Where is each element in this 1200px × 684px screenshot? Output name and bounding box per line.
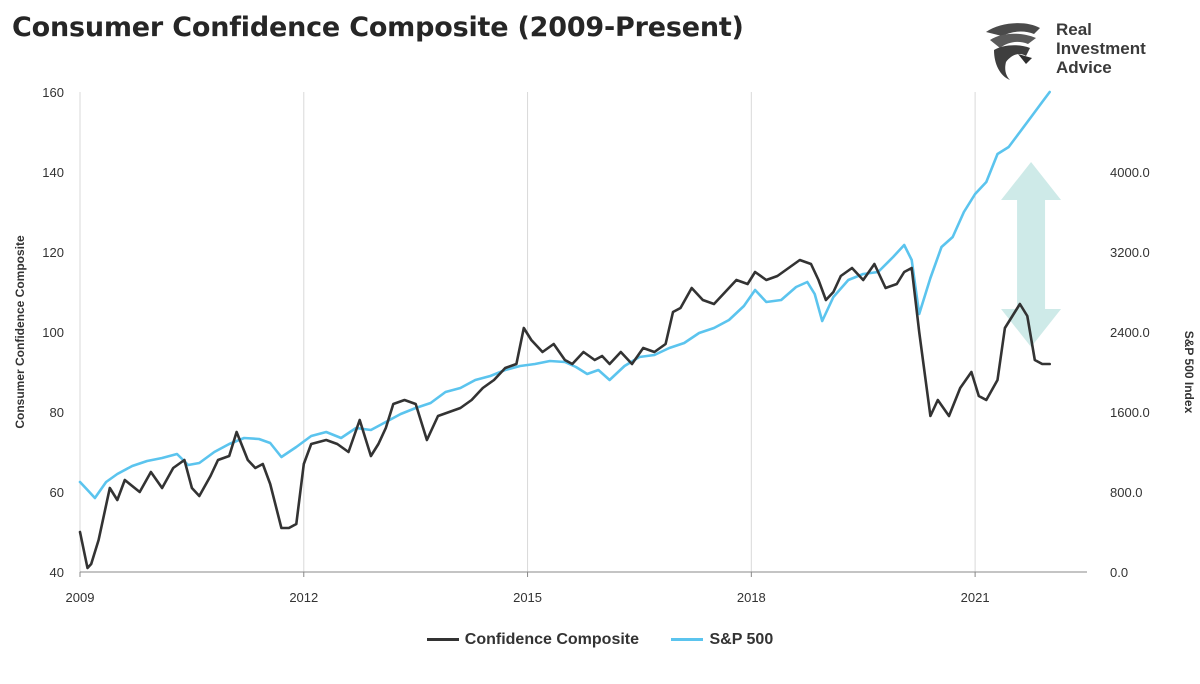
divergence-arrow xyxy=(1001,162,1062,347)
eagle-head-icon xyxy=(986,23,1040,80)
legend-item-sp500: S&P 500 xyxy=(671,631,773,649)
logo-line-1: Real xyxy=(1056,20,1092,39)
axes: 2009 2012 2015 2018 20214060801001201401600.… xyxy=(13,85,1196,605)
series-line-confidence xyxy=(78,258,1051,570)
y2-tick-label-2: 1600.0 xyxy=(1110,405,1150,420)
legend-swatch-confidence xyxy=(426,638,459,641)
series-lines xyxy=(78,90,1051,570)
legend-label-sp500: S&P 500 xyxy=(709,630,774,648)
legend-item-confidence: Confidence Composite xyxy=(426,630,640,649)
y-tick-label-1: 60 xyxy=(50,485,64,500)
legend-label-confidence: Confidence Composite xyxy=(464,630,640,648)
series-line-sp500 xyxy=(78,90,1051,500)
legend: Confidence Composite S&P 500 xyxy=(0,628,1200,649)
y-tick-label-6: 160 xyxy=(42,85,64,100)
x-tick-label-4: 2021 xyxy=(961,590,990,605)
logo-line-3: Advice xyxy=(1056,58,1112,77)
chart-title: Consumer Confidence Composite (2009-Pres… xyxy=(12,12,744,43)
logo: Real Investment Advice xyxy=(982,18,1182,82)
x-tick-label-1: 2012 xyxy=(289,590,318,605)
y-tick-label-2: 80 xyxy=(50,405,64,420)
divergence-arrow-shape xyxy=(1001,162,1062,347)
y-tick-label-5: 140 xyxy=(42,165,64,180)
y2-tick-label-5: 4000.0 xyxy=(1110,165,1150,180)
y-tick-label-4: 120 xyxy=(42,245,64,260)
x-tick-label-3: 2018 xyxy=(737,590,766,605)
y2-tick-label-0: 0.0 xyxy=(1110,565,1128,580)
logo-text: Real Investment Advice xyxy=(1056,20,1146,77)
x-tick-label-0: 2009 xyxy=(66,590,95,605)
y2-tick-label-1: 800.0 xyxy=(1110,485,1143,500)
y2-tick-label-4: 3200.0 xyxy=(1110,245,1150,260)
legend-swatch-sp500 xyxy=(671,638,704,641)
y-tick-label-3: 100 xyxy=(42,325,64,340)
y-axis-title: Consumer Confidence Composite xyxy=(13,235,27,429)
gridlines xyxy=(79,92,976,572)
y2-axis-title: S&P 500 Index xyxy=(1182,331,1196,414)
logo-line-2: Investment xyxy=(1056,39,1146,58)
y-tick-label-0: 40 xyxy=(50,565,64,580)
y2-tick-label-3: 2400.0 xyxy=(1110,325,1150,340)
x-tick-label-2: 2015 xyxy=(513,590,542,605)
